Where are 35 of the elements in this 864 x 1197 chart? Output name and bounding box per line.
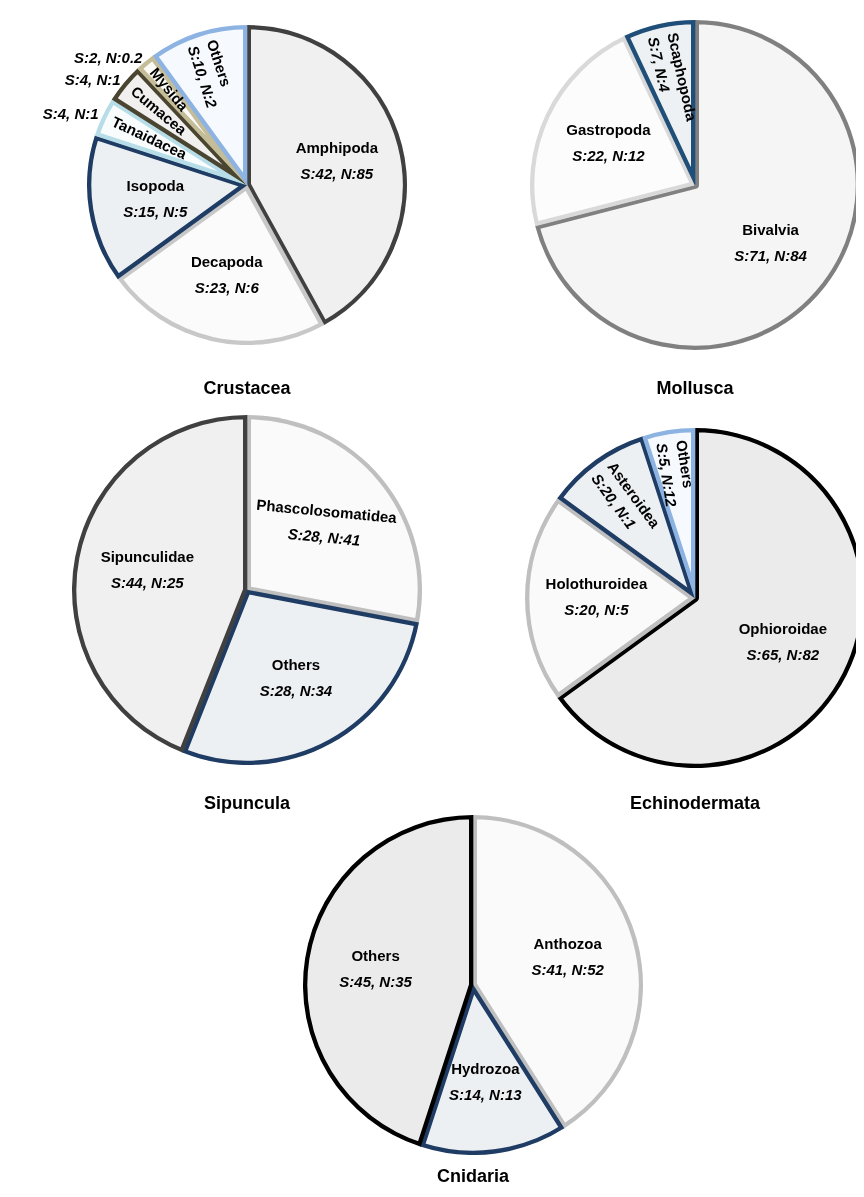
slice-label: Ophioroidae [738, 619, 828, 637]
slice-label: Isopoda [126, 176, 185, 194]
data-label: S:15, N:5 [123, 202, 189, 220]
data-label: S:14, N:13 [449, 1085, 523, 1103]
slice-label: Others [271, 656, 321, 674]
slice-label: Phascolosomatidea [255, 495, 399, 527]
slice-label: Decapoda [190, 252, 264, 270]
data-label: S:42, N:85 [300, 165, 374, 183]
slice-label: Bivalvia [742, 220, 800, 238]
text: Crustacea [202, 378, 292, 399]
data-label: S:23, N:6 [194, 278, 260, 296]
slice-label: Holothuroidea [545, 575, 648, 593]
slice-label: Sipunculidae [100, 548, 194, 566]
data-label: S:45, N:35 [339, 972, 413, 990]
slice-label: Others [351, 946, 400, 964]
data-label: S:65, N:82 [746, 645, 820, 663]
data-label: S:2, N:0.2 [74, 48, 144, 66]
slice-label: Amphipoda [295, 139, 379, 157]
data-label: S:41, N:52 [531, 960, 605, 978]
data-label: S:28, N:41 [287, 525, 362, 549]
data-label: S:28, N:34 [259, 682, 333, 700]
data-label: S:20, N:5 [564, 601, 630, 619]
data-label: S:44, N:25 [111, 574, 185, 592]
text: Cnidaria [436, 1166, 510, 1187]
slice-label: Others [673, 438, 698, 490]
text: Sipuncula [203, 793, 291, 814]
data-label: S:4, N:1 [42, 105, 99, 123]
slice-label: Anthozoa [533, 934, 603, 952]
data-label: S:22, N:12 [572, 147, 646, 165]
slice-label: Hydrozoa [451, 1059, 521, 1077]
text: Mollusca [655, 378, 735, 399]
data-label: S:71, N:84 [734, 246, 808, 264]
data-label: S:4, N:1 [64, 70, 121, 88]
text: Echinodermata [628, 793, 761, 814]
slice-label: Gastropoda [566, 121, 652, 139]
